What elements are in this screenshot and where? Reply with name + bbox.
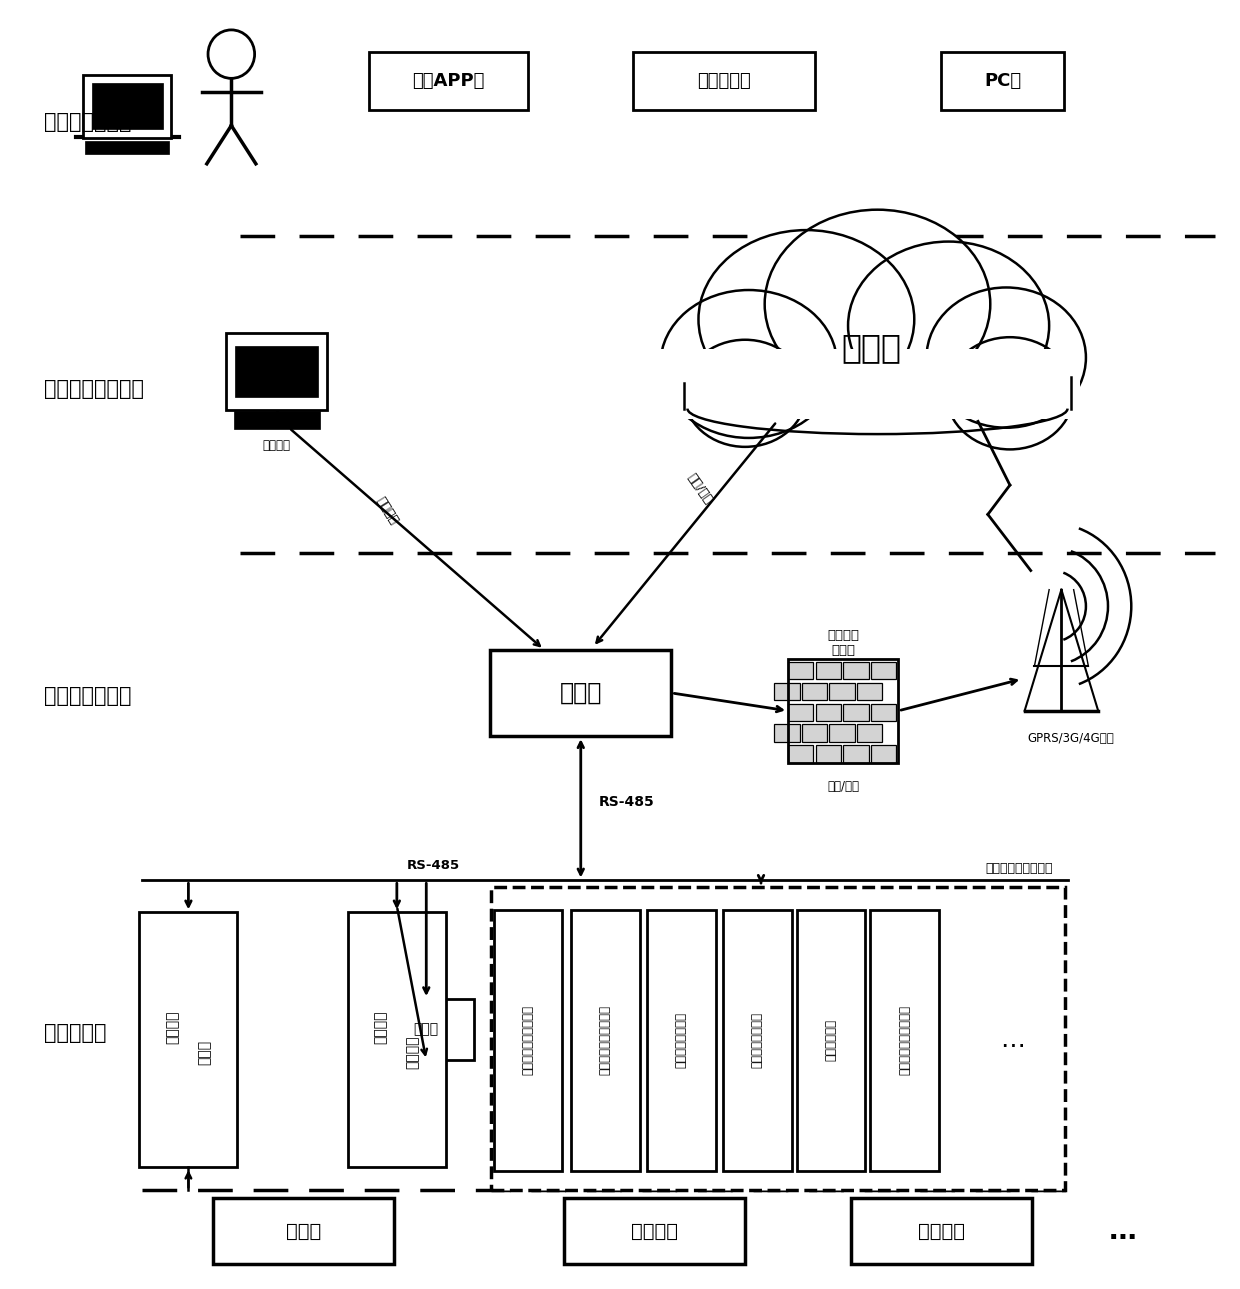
Bar xyxy=(870,661,897,679)
Bar xyxy=(816,745,841,763)
Bar xyxy=(92,84,162,129)
Text: 网口/串口: 网口/串口 xyxy=(684,472,714,507)
Bar xyxy=(234,411,320,429)
Ellipse shape xyxy=(683,340,806,447)
Text: 本地浏览: 本地浏览 xyxy=(373,495,401,527)
Bar xyxy=(83,75,171,138)
Text: 容性设备: 容性设备 xyxy=(918,1222,965,1240)
Bar xyxy=(802,683,827,700)
Text: 第三方监测装置接入: 第三方监测装置接入 xyxy=(986,862,1053,875)
Bar xyxy=(723,910,791,1172)
Bar xyxy=(86,141,169,153)
Text: 隔离装置: 隔离装置 xyxy=(827,629,859,642)
Text: 微水检测装置: 微水检测装置 xyxy=(825,1020,837,1061)
Text: 远动机: 远动机 xyxy=(559,681,601,705)
Bar xyxy=(213,1197,394,1265)
Bar xyxy=(857,724,883,742)
Circle shape xyxy=(208,30,254,79)
Text: 油中溶解气体监测装置: 油中溶解气体监测装置 xyxy=(522,1005,534,1075)
Text: 云平台: 云平台 xyxy=(842,331,901,363)
Bar xyxy=(787,659,898,763)
Bar xyxy=(490,650,672,736)
Bar xyxy=(378,999,474,1060)
Ellipse shape xyxy=(946,338,1074,450)
Text: 套管绽缘监测装置: 套管绽缘监测装置 xyxy=(675,1012,688,1069)
Bar xyxy=(774,683,800,700)
Text: 云平台综合管理层: 云平台综合管理层 xyxy=(43,379,144,400)
Ellipse shape xyxy=(661,290,837,438)
Bar xyxy=(870,910,939,1172)
Bar xyxy=(634,52,815,111)
Ellipse shape xyxy=(698,231,914,409)
Text: 数据采集层: 数据采集层 xyxy=(43,1023,107,1043)
Bar xyxy=(139,913,237,1168)
Text: 手机APP端: 手机APP端 xyxy=(412,72,485,90)
Text: 检测装置: 检测装置 xyxy=(374,1011,388,1044)
Bar xyxy=(816,661,841,679)
Ellipse shape xyxy=(926,287,1086,428)
Bar xyxy=(570,910,640,1172)
Bar xyxy=(802,724,827,742)
Text: 有载分接开关检测装置: 有载分接开关检测装置 xyxy=(898,1005,911,1075)
Text: 局部放电检测装置: 局部放电检测装置 xyxy=(751,1012,764,1069)
Text: RS-485: RS-485 xyxy=(407,858,460,871)
Ellipse shape xyxy=(765,210,991,398)
Text: 防火墙: 防火墙 xyxy=(831,644,856,657)
Text: 测控后台: 测控后台 xyxy=(165,1011,180,1044)
Text: RS-485: RS-485 xyxy=(599,795,655,809)
Bar xyxy=(227,334,327,410)
Bar xyxy=(941,52,1064,111)
Bar xyxy=(491,887,1065,1190)
Bar xyxy=(494,910,563,1172)
Bar xyxy=(347,913,446,1168)
Text: …: … xyxy=(999,1029,1024,1052)
Bar xyxy=(787,745,813,763)
Text: 变压器: 变压器 xyxy=(286,1222,321,1240)
Bar xyxy=(787,704,813,722)
Text: 开关设备: 开关设备 xyxy=(631,1222,678,1240)
Text: 云客户端应用层: 云客户端应用层 xyxy=(43,112,131,131)
Bar xyxy=(816,704,841,722)
Bar xyxy=(851,1197,1032,1265)
Bar xyxy=(368,52,528,111)
Bar xyxy=(647,910,715,1172)
Text: 平板电脑端: 平板电脑端 xyxy=(697,72,751,90)
Bar xyxy=(843,704,868,722)
Bar xyxy=(787,661,813,679)
Bar xyxy=(564,1197,745,1265)
Text: GPRS/3G/4G网络: GPRS/3G/4G网络 xyxy=(1028,732,1115,745)
Bar xyxy=(796,910,866,1172)
Text: 环境温度: 环境温度 xyxy=(405,1036,420,1070)
Text: 本地用户: 本地用户 xyxy=(263,440,290,452)
Text: 综保和: 综保和 xyxy=(197,1040,211,1065)
Bar xyxy=(651,348,1080,419)
Text: 站内数据集成层: 站内数据集成层 xyxy=(43,686,131,705)
Ellipse shape xyxy=(848,241,1049,410)
Bar xyxy=(870,745,897,763)
Bar xyxy=(236,347,319,397)
Text: 温控仳: 温控仳 xyxy=(414,1022,439,1036)
Text: PC端: PC端 xyxy=(985,72,1021,90)
Bar xyxy=(830,724,854,742)
Bar xyxy=(843,661,868,679)
Bar xyxy=(774,724,800,742)
Text: …: … xyxy=(1109,1217,1137,1245)
Bar xyxy=(843,745,868,763)
Text: 网口/串口: 网口/串口 xyxy=(827,780,859,793)
Bar xyxy=(830,683,854,700)
Bar xyxy=(857,683,883,700)
Text: 铁芯接地电流监测装置: 铁芯接地电流监测装置 xyxy=(599,1005,611,1075)
Bar xyxy=(870,704,897,722)
